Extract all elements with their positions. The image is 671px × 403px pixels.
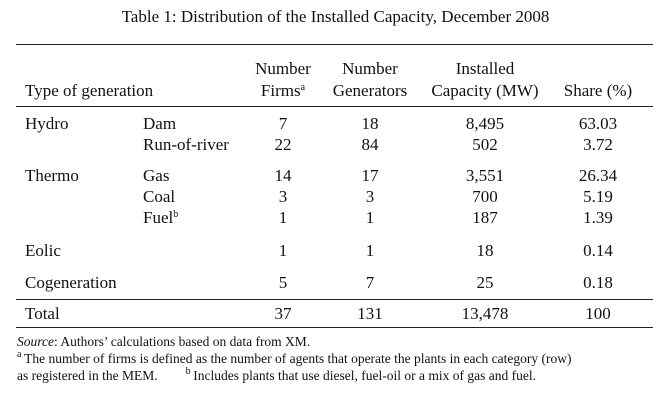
source-note: Source: Authors’ calculations based on d… [17,334,311,349]
group-label: Cogeneration [25,273,117,292]
share-cell: 5.19 [583,187,613,206]
top-rule [16,44,653,46]
generators-cell: 1 [365,241,375,260]
firms-cell: 1 [278,241,288,260]
footnote-a-cont: as registered in the MEM. b Includes plan… [17,366,536,384]
generators-cell: 7 [365,273,375,292]
header-capacity-line2: Capacity (MW) [431,81,539,100]
footnote-b-mark: b [185,366,191,377]
header-firms-line2: Firmsa [260,81,306,100]
header-generators-line2: Generators [332,81,408,100]
capacity-cell: 502 [472,135,498,154]
subtype-label: Gas [143,166,170,185]
share-cell: 0.18 [583,273,613,292]
share-cell: 63.03 [578,114,618,133]
capacity-cell: 25 [476,273,494,292]
firms-cell: 7 [278,114,288,133]
table-notes: Source: Authors’ calculations based on d… [17,333,571,384]
share-cell: 3.72 [583,135,613,154]
capacity-cell: 18 [476,241,494,260]
group-label: Hydro [25,114,69,133]
capacity-cell: 3,551 [465,166,505,185]
fuel-footnote-mark: b [173,209,179,220]
firms-cell: 22 [274,135,292,154]
total-generators: 131 [357,304,383,323]
share-cell: 1.39 [583,208,613,227]
generators-cell: 17 [361,166,379,185]
table-caption: Table 1: Distribution of the Installed C… [121,7,550,26]
header-capacity-line1: Installed [455,59,515,78]
header-type-of-generation: Type of generation [25,81,154,100]
total-capacity: 13,478 [461,304,509,323]
subtype-label: Dam [143,114,177,133]
capacity-cell: 187 [472,208,498,227]
group-label: Eolic [25,241,61,260]
group-label: Thermo [25,166,79,185]
subtype-label: Coal [143,187,176,206]
header-generators-line1: Number [342,59,398,78]
footnote-b: Includes plants that use diesel, fuel-oi… [193,368,536,383]
generators-cell: 1 [365,208,375,227]
capacity-cell: 8,495 [465,114,505,133]
generators-cell: 84 [361,135,379,154]
generators-cell: 18 [361,114,379,133]
header-share: Share (%) [563,81,633,100]
share-cell: 0.14 [583,241,613,260]
total-firms: 37 [274,304,292,323]
total-label: Total [25,304,60,323]
header-rule [16,106,653,107]
firms-cell: 3 [278,187,288,206]
header-firms-footnote-mark: a [300,82,306,93]
share-cell: 26.34 [578,166,618,185]
header-firms-line1: Number [255,59,311,78]
footnote-a: a The number of firms is defined as the … [17,349,572,367]
generators-cell: 3 [365,187,375,206]
capacity-cell: 700 [472,187,498,206]
subtype-label: Fuelb [143,208,179,227]
firms-cell: 1 [278,208,288,227]
total-rule [16,299,653,300]
total-share: 100 [585,304,611,323]
firms-cell: 14 [274,166,292,185]
firms-cell: 5 [278,273,288,292]
bottom-rule [16,327,653,329]
subtype-label: Run-of-river [143,135,229,154]
